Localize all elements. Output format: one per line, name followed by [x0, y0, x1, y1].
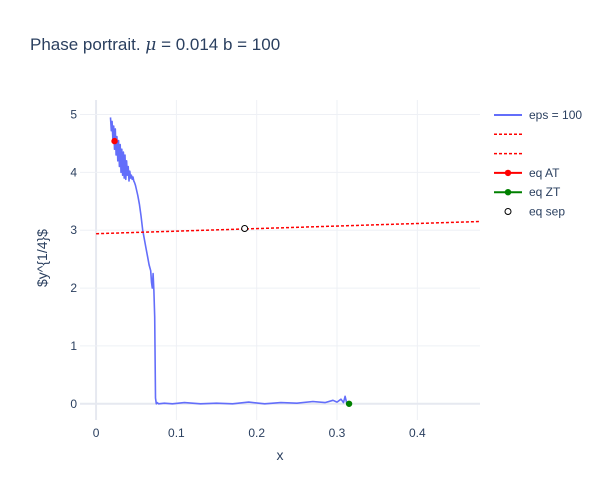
title-mu: μ: [145, 35, 156, 55]
legend-item: eq ZT: [494, 185, 561, 199]
x-tick-label: 0.4: [409, 426, 426, 440]
y-tick-label: 5: [70, 107, 77, 121]
separatrix-point: [241, 224, 249, 232]
title-main: Phase portrait.: [30, 35, 145, 54]
legend-label: eq AT: [529, 166, 560, 180]
tick-labels: 0 0.1 0.2 0.3 0.4 0 1 2 3 4 5: [70, 107, 426, 440]
grid-layer: [80, 100, 480, 420]
y-tick-label: 0: [70, 397, 77, 411]
separatrix-dotted-line: [96, 220, 481, 235]
eps-trajectory-line: [109, 117, 348, 405]
legend-marker: [504, 189, 512, 196]
legend-item: eps = 100: [494, 108, 582, 122]
legend-label: eq sep: [529, 205, 565, 219]
plot-area: [96, 117, 481, 407]
legend-label: eps = 100: [529, 108, 582, 122]
y-tick-label: 2: [70, 281, 77, 295]
title-rest: = 0.014 b = 100: [156, 35, 280, 54]
legend-item: eq AT: [494, 166, 560, 180]
legend-marker: [504, 169, 512, 177]
x-tick-label: 0.2: [248, 426, 265, 440]
x-tick-label: 0.3: [329, 426, 346, 440]
legend-item: eq sep: [504, 205, 565, 219]
legend-label: eq ZT: [529, 185, 561, 199]
legend: eps = 100 eq AT eq ZT eq sep: [494, 108, 582, 219]
x-tick-label: 0: [93, 426, 100, 440]
y-tick-label: 4: [70, 165, 77, 179]
x-tick-label: 0.1: [168, 426, 185, 440]
y-tick-label: 3: [70, 223, 77, 237]
chart-title: Phase portrait. μ = 0.014 b = 100: [30, 35, 280, 55]
legend-marker: [504, 208, 512, 215]
equilibrium-point: [345, 400, 353, 407]
x-axis-title: x: [277, 447, 284, 463]
y-axis-title: $y^{1/4}$: [34, 229, 50, 287]
y-tick-label: 1: [70, 339, 77, 353]
equilibrium-point: [111, 137, 118, 145]
